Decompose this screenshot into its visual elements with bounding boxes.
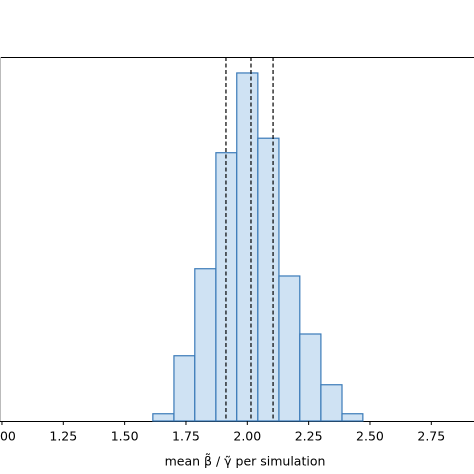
bar bbox=[299, 333, 322, 422]
bar bbox=[341, 413, 364, 422]
bar bbox=[173, 355, 196, 422]
x-axis-label: mean β̃ / γ̃ per simulation bbox=[165, 453, 326, 468]
bar bbox=[236, 72, 259, 422]
bar bbox=[152, 413, 175, 422]
x-tick-label: 1.25 bbox=[49, 429, 77, 444]
bar bbox=[278, 275, 301, 422]
x-tick-label: 1.00 bbox=[0, 429, 16, 444]
x-tick-label: 2.75 bbox=[417, 429, 445, 444]
x-tick-label: 1.50 bbox=[111, 429, 139, 444]
bar bbox=[257, 137, 280, 422]
x-tick-label: 2.00 bbox=[233, 429, 261, 444]
bar bbox=[320, 384, 343, 422]
bar bbox=[194, 268, 217, 422]
x-tick-label: 1.75 bbox=[172, 429, 200, 444]
x-tick-label: 2.25 bbox=[295, 429, 323, 444]
x-tick-label: 2.50 bbox=[356, 429, 384, 444]
